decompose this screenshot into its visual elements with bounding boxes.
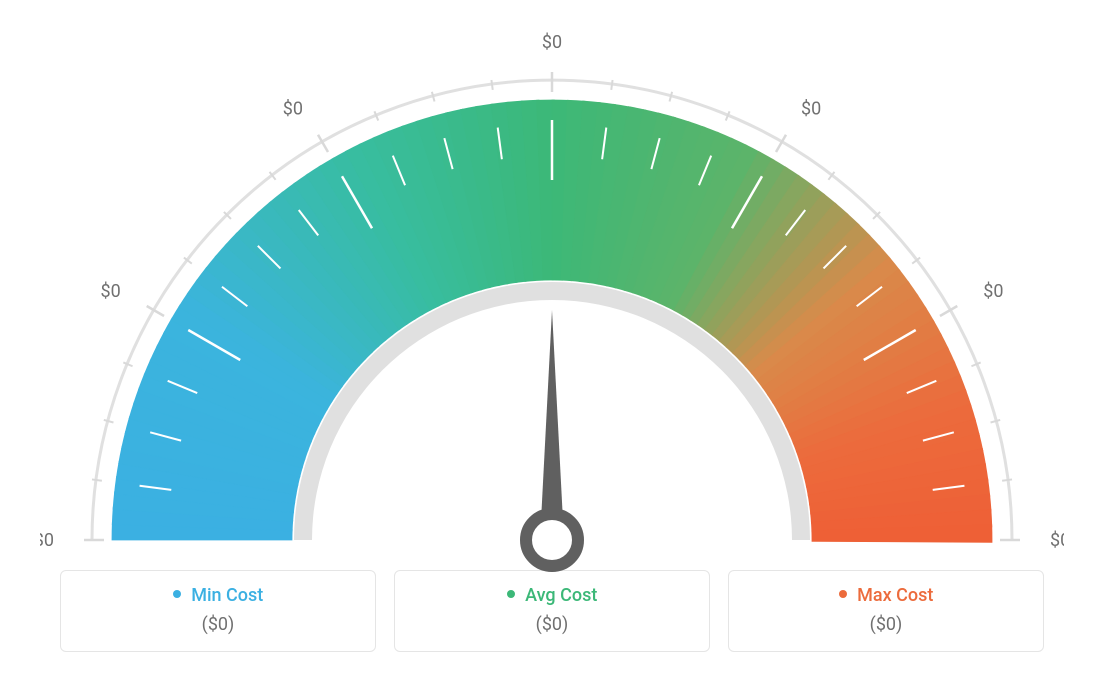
gauge-scale-label: $0 bbox=[983, 281, 1003, 302]
gauge-needle bbox=[540, 310, 564, 540]
legend-dot-icon bbox=[173, 590, 181, 598]
legend-title-avg: Avg Cost bbox=[405, 585, 699, 606]
gauge-chart: $0 $0 $0 $0 $0 $0 $0 bbox=[40, 20, 1064, 580]
gauge-scale-label: $0 bbox=[283, 99, 303, 120]
legend-card-min: Min Cost ($0) bbox=[60, 570, 376, 652]
legend-value-min: ($0) bbox=[71, 614, 365, 635]
legend-value-max: ($0) bbox=[739, 614, 1033, 635]
gauge-scale-label: $0 bbox=[542, 32, 562, 53]
legend-title-max: Max Cost bbox=[739, 585, 1033, 606]
legend-title-min: Min Cost bbox=[71, 585, 365, 606]
gauge-scale-label: $0 bbox=[801, 99, 821, 120]
gauge-needle-hub bbox=[526, 514, 578, 566]
gauge-scale-label: $0 bbox=[100, 281, 120, 302]
gauge-scale-label: $0 bbox=[40, 530, 54, 551]
cost-gauge-container: $0 $0 $0 $0 $0 $0 $0 Min Cost ($0) Avg Cost ($… bbox=[0, 0, 1104, 690]
legend-row: Min Cost ($0) Avg Cost ($0) Max Cost ($0… bbox=[60, 570, 1044, 652]
legend-card-max: Max Cost ($0) bbox=[728, 570, 1044, 652]
legend-label: Max Cost bbox=[857, 585, 933, 606]
gauge-scale-label: $0 bbox=[1050, 530, 1064, 551]
legend-dot-icon bbox=[507, 590, 515, 598]
legend-value-avg: ($0) bbox=[405, 614, 699, 635]
gauge-wrap: $0 $0 $0 $0 $0 $0 $0 bbox=[40, 20, 1064, 560]
legend-label: Min Cost bbox=[191, 585, 263, 606]
legend-label: Avg Cost bbox=[525, 585, 597, 606]
legend-card-avg: Avg Cost ($0) bbox=[394, 570, 710, 652]
legend-dot-icon bbox=[839, 590, 847, 598]
